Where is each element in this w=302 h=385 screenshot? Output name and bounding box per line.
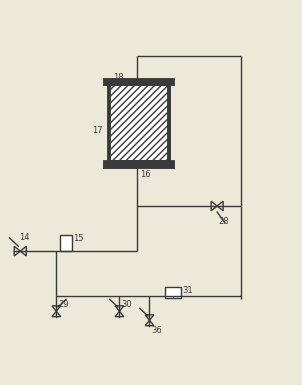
Text: 14: 14	[19, 233, 29, 242]
Bar	[109, 84, 169, 162]
Bar	[105, 162, 173, 167]
Text: 28: 28	[219, 217, 229, 226]
Bar	[105, 80, 173, 84]
Text: 16: 16	[140, 170, 150, 179]
Text: 30: 30	[121, 300, 132, 308]
Text: 36: 36	[151, 326, 162, 335]
Text: 17: 17	[92, 126, 103, 135]
Text: 15: 15	[73, 234, 84, 243]
Text: 18: 18	[114, 73, 124, 82]
Bar	[60, 236, 72, 251]
Bar	[165, 287, 181, 298]
Bar	[109, 84, 169, 162]
Text: 29: 29	[59, 300, 69, 308]
Text: 31: 31	[182, 286, 193, 295]
